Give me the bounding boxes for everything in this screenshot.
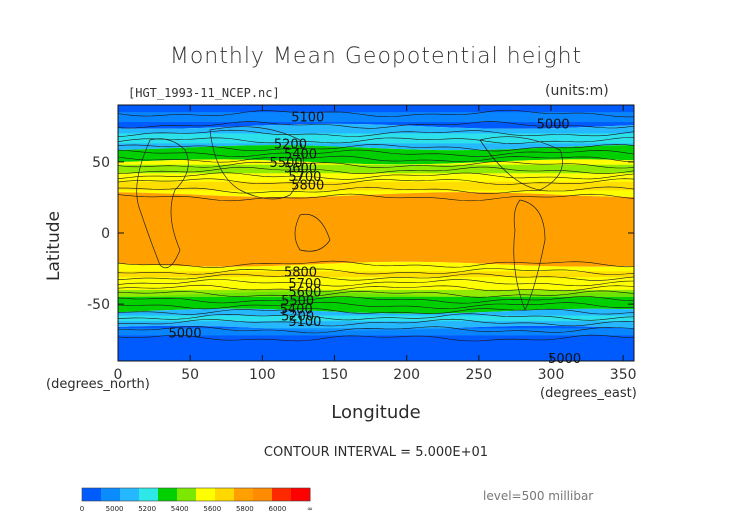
x-tick-label: 350 xyxy=(610,367,637,383)
colorbar-label: 5800 xyxy=(236,505,254,513)
colorbar-label: 5600 xyxy=(203,505,221,513)
colorbar-swatch xyxy=(291,488,311,501)
band-accent-4 xyxy=(118,289,634,297)
contour-line xyxy=(117,143,635,152)
contour-label: 5500 xyxy=(281,294,314,309)
y-tick-label: 50 xyxy=(92,155,110,171)
contour-interval-text: CONTOUR INTERVAL = 5.000E+01 xyxy=(263,445,489,460)
colorbar-swatch xyxy=(139,488,159,501)
band-5450-8 xyxy=(118,291,634,314)
contour-line xyxy=(117,296,635,304)
colorbar-label: 0 xyxy=(80,505,84,513)
coastline xyxy=(136,138,189,269)
contour-line xyxy=(117,313,635,321)
colorbar-frame xyxy=(81,487,311,502)
band-accent-2 xyxy=(118,181,634,191)
colorbar-swatch xyxy=(234,488,254,501)
contour-line xyxy=(117,172,635,180)
contour-line xyxy=(117,137,635,144)
band-accent-5 xyxy=(118,315,634,322)
x-tick-label: 0 xyxy=(114,367,123,383)
band-accent-1 xyxy=(118,164,634,174)
x-axis-units: (degrees_east) xyxy=(540,386,637,401)
contour-label: 5000 xyxy=(169,327,202,342)
x-tick-label: 250 xyxy=(465,367,492,383)
colorbar-label: 5400 xyxy=(171,505,189,513)
contour-line xyxy=(117,178,635,185)
contour-line xyxy=(117,109,635,118)
contour-label: 5500 xyxy=(270,156,303,171)
band-accent-7 xyxy=(118,112,634,123)
contour-line xyxy=(117,155,635,163)
coastline xyxy=(513,199,546,311)
contour-label: 5200 xyxy=(281,309,314,324)
colorbar-label: 6000 xyxy=(269,505,287,513)
contour-line xyxy=(117,334,635,342)
contour-label: 5600 xyxy=(284,162,317,177)
contour-label: 5100 xyxy=(288,315,321,330)
level-text: level=500 millibar xyxy=(483,489,594,503)
band-5880-5 xyxy=(118,192,634,267)
contour-label: 5600 xyxy=(288,285,321,300)
colorbar-swatch xyxy=(101,488,121,501)
y-tick-label: -50 xyxy=(87,297,110,313)
contour-line xyxy=(117,149,635,158)
contour-line xyxy=(117,318,635,327)
colorbar-swatch xyxy=(177,488,197,501)
coastline xyxy=(209,126,304,200)
colorbar-swatch xyxy=(82,488,102,501)
contour-label: 5000 xyxy=(537,117,570,132)
contour-line xyxy=(117,279,635,287)
x-tick-label: 100 xyxy=(249,367,276,383)
units-label: (units:m) xyxy=(545,83,609,99)
contour-line xyxy=(117,268,635,275)
contour-line xyxy=(117,193,635,202)
contour-line xyxy=(117,301,635,310)
colorbar-swatch xyxy=(272,488,292,501)
contour-label: 5800 xyxy=(284,265,317,280)
contour-line xyxy=(117,273,635,281)
contour-line xyxy=(117,161,635,169)
colorbar-label: 5000 xyxy=(106,505,124,513)
contour-label: 5700 xyxy=(288,170,321,185)
contour-label: 5700 xyxy=(288,277,321,292)
contour-label: 5400 xyxy=(284,147,317,162)
band-accent-3 xyxy=(118,271,634,278)
chart-title: Monthly Mean Geopotential height xyxy=(169,44,583,69)
contour-label: 5000 xyxy=(548,352,581,367)
colorbar-label: 5200 xyxy=(138,505,156,513)
colorbar-swatch xyxy=(253,488,273,501)
colorbar-swatch xyxy=(196,488,216,501)
contour-line xyxy=(117,260,635,268)
colorbar-swatch xyxy=(158,488,178,501)
x-axis-label: Longitude xyxy=(331,402,421,423)
contour-line xyxy=(117,308,635,315)
contour-label: 5200 xyxy=(274,137,307,152)
x-tick-label: 300 xyxy=(538,367,565,383)
contour-label: 5400 xyxy=(280,302,313,317)
contour-label: 5800 xyxy=(291,179,324,194)
contour-line xyxy=(117,166,635,174)
y-axis-units: (degrees_north) xyxy=(46,377,150,392)
x-tick-label: 150 xyxy=(321,367,348,383)
contour-label: 5100 xyxy=(291,110,324,125)
contour-line xyxy=(117,186,635,194)
contour-line xyxy=(118,326,635,334)
contour-line xyxy=(117,284,635,292)
file-label: [HGT_1993-11_NCEP.nc] xyxy=(128,86,280,100)
x-tick-label: 50 xyxy=(181,367,199,383)
y-tick-label: 0 xyxy=(101,226,110,242)
contour-line xyxy=(117,129,635,137)
x-tick-label: 200 xyxy=(393,367,420,383)
band-accent-6 xyxy=(118,328,634,336)
colorbar-swatch xyxy=(215,488,235,501)
coastline xyxy=(294,213,331,252)
contour-line xyxy=(117,121,635,129)
coastline xyxy=(479,136,563,191)
contour-line xyxy=(117,290,635,298)
colorbar-swatch xyxy=(120,488,140,501)
colorbar-label: ∞ xyxy=(307,505,313,513)
